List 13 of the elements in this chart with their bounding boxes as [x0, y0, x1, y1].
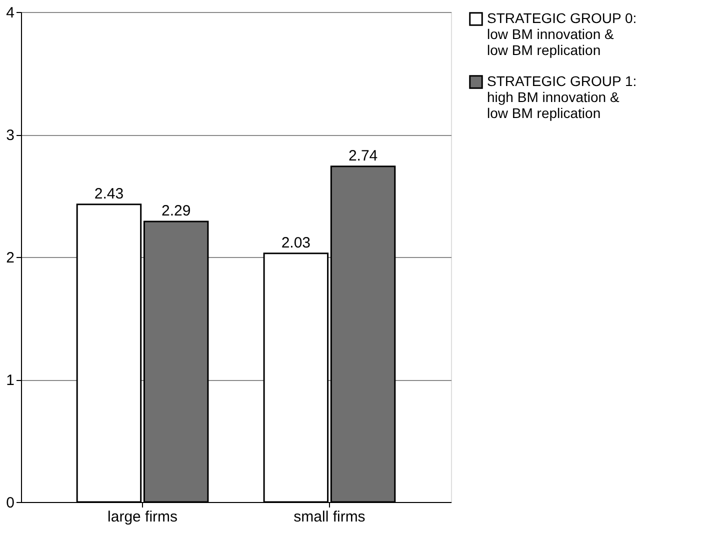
- legend-label: STRATEGIC GROUP 0: low BM innovation & low BM replication: [487, 10, 637, 58]
- x-tick-label: large firms: [108, 508, 178, 526]
- y-tick-label: 3: [6, 127, 14, 144]
- y-tick-label: 4: [6, 4, 14, 22]
- data-label: 2.74: [348, 147, 378, 164]
- legend-label: STRATEGIC GROUP 1: high BM innovation & low BM replication: [487, 73, 637, 121]
- x-tick-label: small firms: [294, 508, 366, 526]
- data-label: 2.43: [94, 185, 124, 202]
- data-label: 2.03: [281, 234, 311, 252]
- data-label: 2.29: [161, 202, 191, 220]
- y-tick-label: 0: [6, 494, 14, 512]
- y-tick-label: 1: [6, 372, 14, 389]
- y-tick-label: 2: [6, 250, 14, 266]
